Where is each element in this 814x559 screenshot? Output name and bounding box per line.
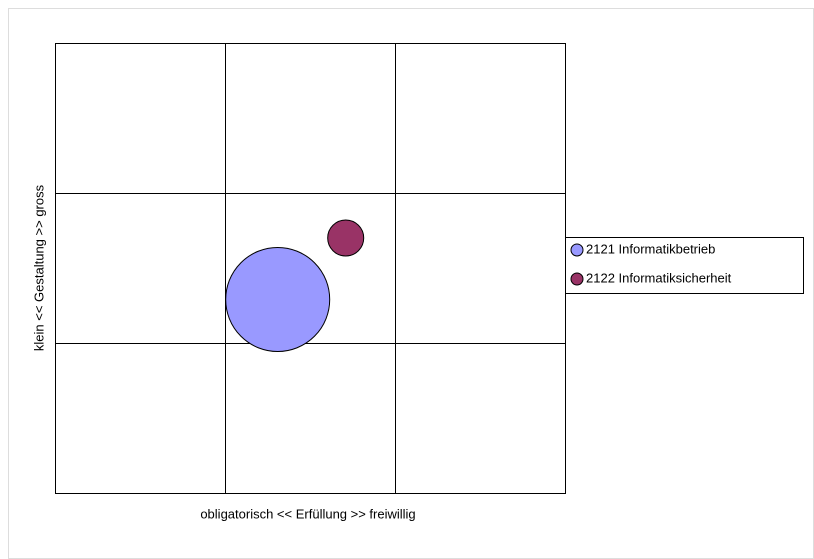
bubble xyxy=(225,247,331,352)
legend-label: 2122 Informatiksicherheit xyxy=(586,270,732,285)
x-axis-label: obligatorisch << Erfüllung >> freiwillig xyxy=(200,506,415,521)
plot-area xyxy=(55,43,566,494)
bubble xyxy=(327,219,365,257)
legend-marker xyxy=(570,272,584,286)
grid xyxy=(55,43,566,494)
y-axis-label: klein << Gestaltung >> gross xyxy=(31,184,46,351)
legend xyxy=(565,237,804,294)
legend-marker xyxy=(570,243,584,257)
legend-label: 2121 Informatikbetrieb xyxy=(586,241,715,256)
